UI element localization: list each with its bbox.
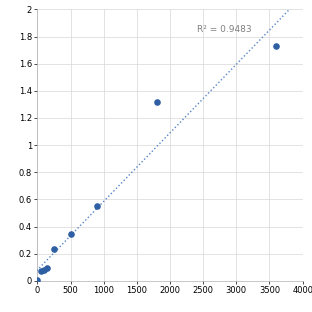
Point bbox=[274, 43, 279, 48]
Point bbox=[51, 246, 56, 251]
Point bbox=[154, 99, 159, 104]
Point bbox=[41, 267, 46, 272]
Point bbox=[45, 265, 50, 270]
Text: R² = 0.9483: R² = 0.9483 bbox=[197, 26, 251, 34]
Point bbox=[35, 278, 40, 283]
Point bbox=[38, 269, 43, 274]
Point bbox=[95, 204, 100, 209]
Point bbox=[68, 232, 73, 236]
